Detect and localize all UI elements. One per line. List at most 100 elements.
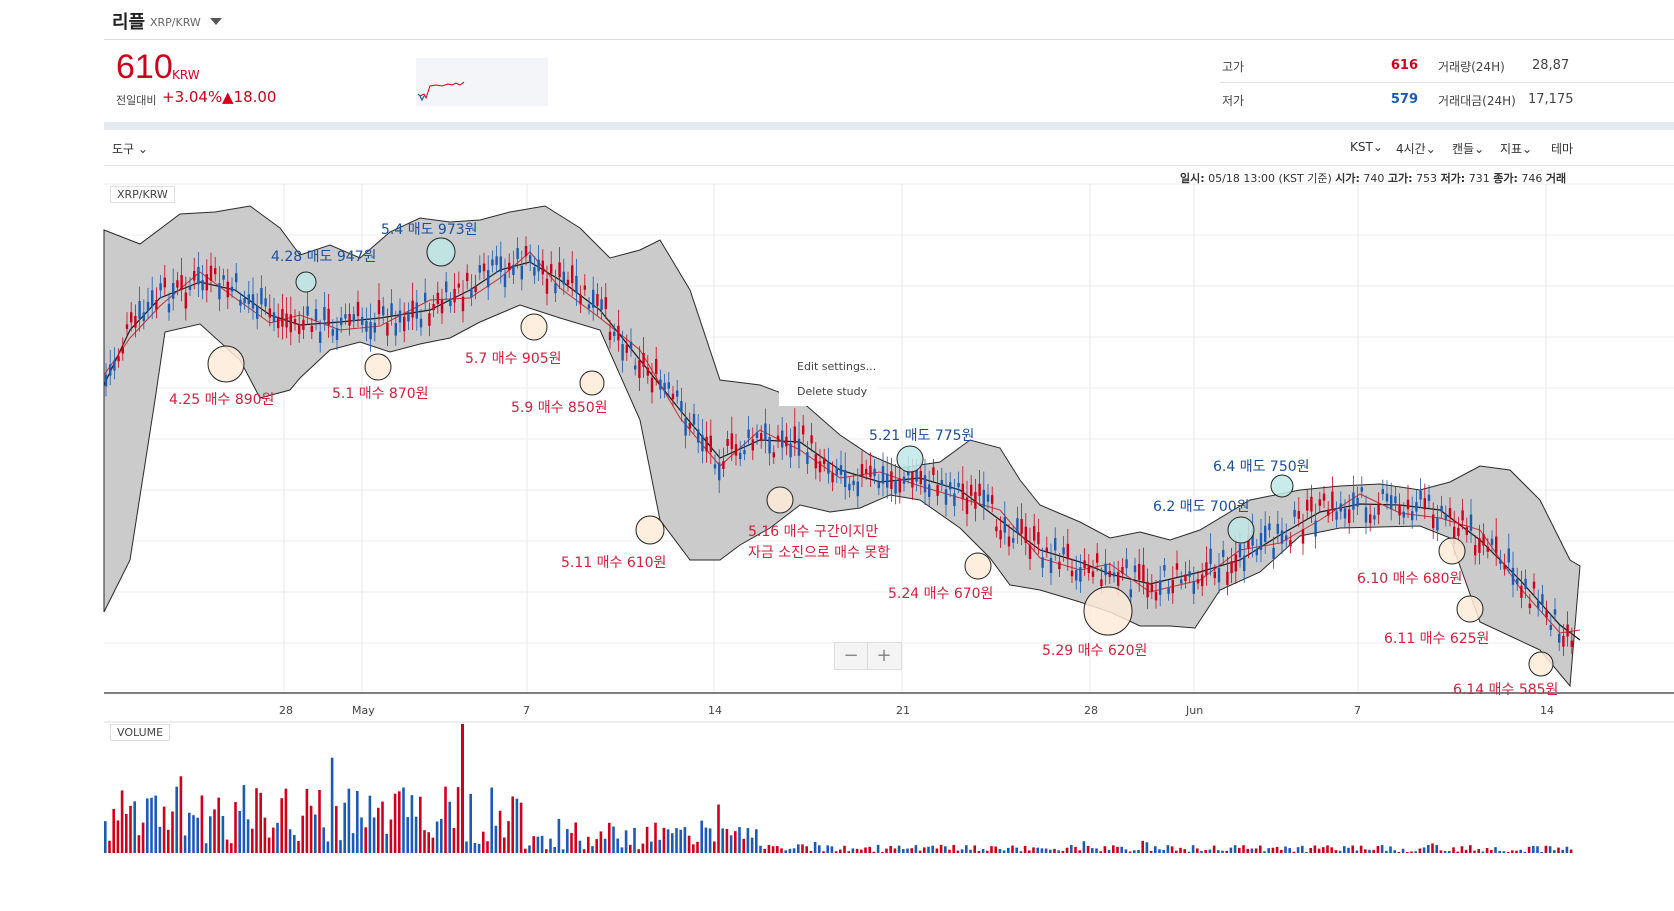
mini-sparkline <box>416 58 548 106</box>
volume-bar <box>1263 851 1266 853</box>
delete-study-item[interactable]: Delete study <box>797 385 868 398</box>
theme-select[interactable]: 테마 <box>1551 140 1573 157</box>
candle-body <box>902 476 906 484</box>
volume-bar <box>423 830 426 853</box>
chevron-down-icon[interactable] <box>210 18 222 25</box>
candle-body <box>1318 499 1321 506</box>
candle-body <box>453 288 456 303</box>
stats-divider <box>1220 82 1674 83</box>
volume-bar <box>545 849 548 853</box>
volume-bar <box>1343 846 1346 853</box>
volume-bar <box>255 788 258 853</box>
edit-settings-item[interactable]: Edit settings... <box>797 360 877 373</box>
candle-body <box>457 283 460 288</box>
volume-bar <box>238 811 241 853</box>
volume-bar <box>1023 845 1027 853</box>
candle-body <box>1251 530 1254 546</box>
candle-body <box>596 293 599 306</box>
amount-24h-value: 17,175 <box>1528 92 1574 107</box>
candle-body <box>1108 571 1111 577</box>
annotation-buy: 6.10 매수 680원 <box>1357 571 1463 587</box>
candle-body <box>1503 564 1506 570</box>
annotation-buy: 5.11 매수 610원 <box>561 555 667 571</box>
volume-bar <box>1296 847 1300 853</box>
volume-bar <box>1481 851 1485 853</box>
volume-bar <box>902 849 905 853</box>
volume-bar <box>427 832 430 853</box>
timezone-select[interactable]: KST⌄ <box>1350 140 1383 154</box>
volume-bar <box>1355 850 1359 853</box>
candle-body <box>1301 529 1305 544</box>
candle-body <box>1003 516 1006 533</box>
volume-bar <box>708 828 712 853</box>
volume-bar <box>977 850 981 853</box>
volume-bar <box>658 839 661 853</box>
candle-body <box>121 347 124 354</box>
candle-body <box>1402 511 1405 518</box>
volume-bar <box>1179 847 1182 853</box>
volume-bar <box>847 851 850 853</box>
candle-body <box>1339 503 1342 512</box>
volume-bar <box>141 822 145 853</box>
annotation-circle <box>579 370 605 396</box>
volume-bar <box>1280 849 1283 853</box>
close-value: 746 <box>1521 172 1543 185</box>
candle-body <box>860 463 864 477</box>
candle-body <box>865 468 868 474</box>
candle-select[interactable]: 캔들⌄ <box>1452 140 1484 157</box>
volume-bar <box>1351 845 1354 853</box>
ohlc-info: 일시: 05/18 13:00 (KST 기준) 시가: 740 고가: 753… <box>1180 170 1566 186</box>
candle-body <box>659 379 662 390</box>
tools-menu[interactable]: 도구 ⌄ <box>112 140 148 157</box>
candle-body <box>1541 594 1544 605</box>
volume-bar <box>183 835 187 853</box>
candle-body <box>377 300 381 315</box>
zoom-out-button[interactable]: − <box>835 643 868 669</box>
volume-bar <box>595 839 598 853</box>
volume-bar <box>1515 850 1518 853</box>
volume-bar <box>448 801 451 853</box>
candle-body <box>1045 547 1048 552</box>
volume-bar <box>339 840 342 853</box>
volume-bar <box>440 818 443 853</box>
volume-bar <box>1145 842 1149 853</box>
volume-bar <box>1397 851 1401 853</box>
annotation-sell: 5.21 매도 775원 <box>869 428 975 444</box>
candle-body <box>1096 553 1099 563</box>
volume-bar <box>469 793 472 853</box>
volume-bar <box>356 791 359 853</box>
interval-select[interactable]: 4시간⌄ <box>1396 140 1436 157</box>
volume-bar <box>1376 845 1380 853</box>
volume-bar <box>561 849 565 853</box>
annotation-circle <box>896 445 924 473</box>
zoom-in-button[interactable]: + <box>876 645 892 666</box>
candle-body <box>1373 515 1376 520</box>
volume-bar <box>939 844 943 853</box>
indicator-select[interactable]: 지표⌄ <box>1500 140 1532 157</box>
candle-body <box>1138 563 1141 580</box>
volume-bar <box>763 848 766 853</box>
amount-24h-label: 거래대금(24H) <box>1438 94 1516 108</box>
candle-body <box>1558 633 1561 643</box>
volume-bar <box>360 817 363 853</box>
candle-body <box>142 312 145 322</box>
candle-body <box>814 454 817 469</box>
volume-bar <box>1410 851 1413 853</box>
candle-body <box>827 462 830 474</box>
volume-bar <box>1078 850 1081 853</box>
candle-body <box>239 299 242 306</box>
candle-body <box>1566 624 1569 637</box>
volume-bar <box>1548 846 1552 853</box>
candle-body <box>1117 571 1120 586</box>
candle-body <box>235 273 238 283</box>
candle-body <box>163 277 166 288</box>
volume-bar <box>389 819 393 853</box>
annotation-circle <box>295 271 317 293</box>
volume-bar <box>578 840 582 853</box>
volume-bar <box>1389 846 1392 853</box>
volume-bar <box>154 795 157 853</box>
candle-body <box>571 265 574 284</box>
candle-body <box>1125 559 1128 569</box>
candle-body <box>869 465 872 478</box>
volume-bar <box>1141 840 1144 853</box>
